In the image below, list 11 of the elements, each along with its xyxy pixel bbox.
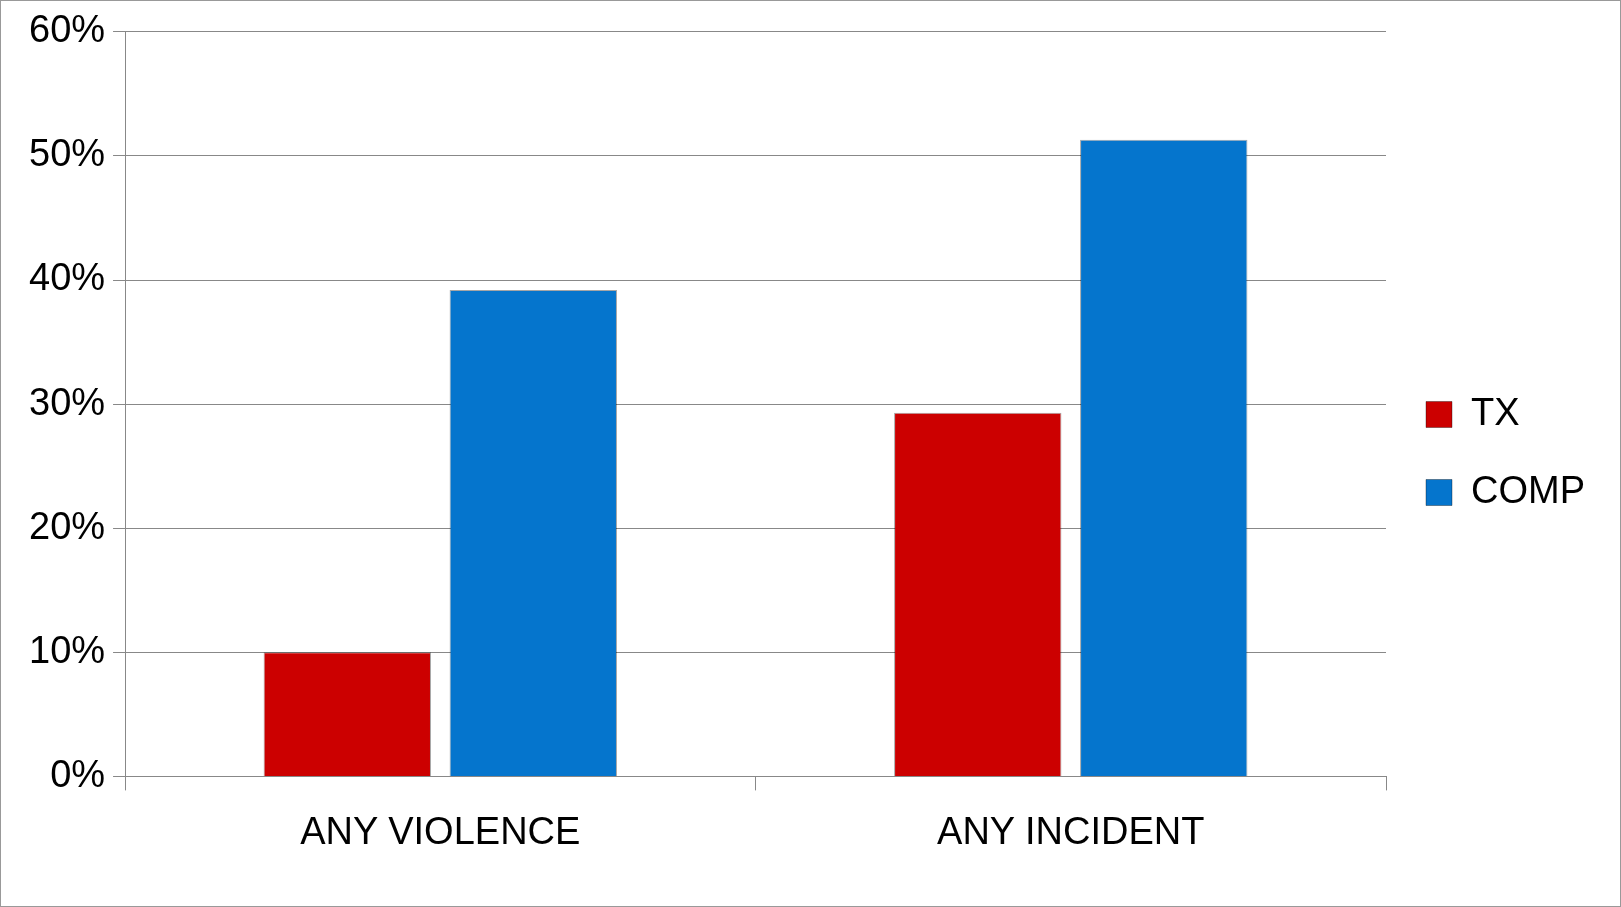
- y-tick-label: 40%: [28, 256, 106, 299]
- y-tick-label: 60%: [28, 8, 106, 51]
- y-tick-label: 10%: [28, 628, 106, 671]
- x-tick-label: ANY VIOLENCE: [300, 809, 581, 852]
- legend-label: TX: [1471, 390, 1520, 433]
- y-tick-label: 0%: [50, 752, 106, 795]
- legend-label: COMP: [1471, 468, 1585, 511]
- y-tick-label: 50%: [28, 132, 106, 175]
- y-tick-label: 20%: [28, 504, 106, 547]
- y-tick-label: 30%: [28, 380, 106, 423]
- x-tick-label: ANY INCIDENT: [937, 809, 1205, 852]
